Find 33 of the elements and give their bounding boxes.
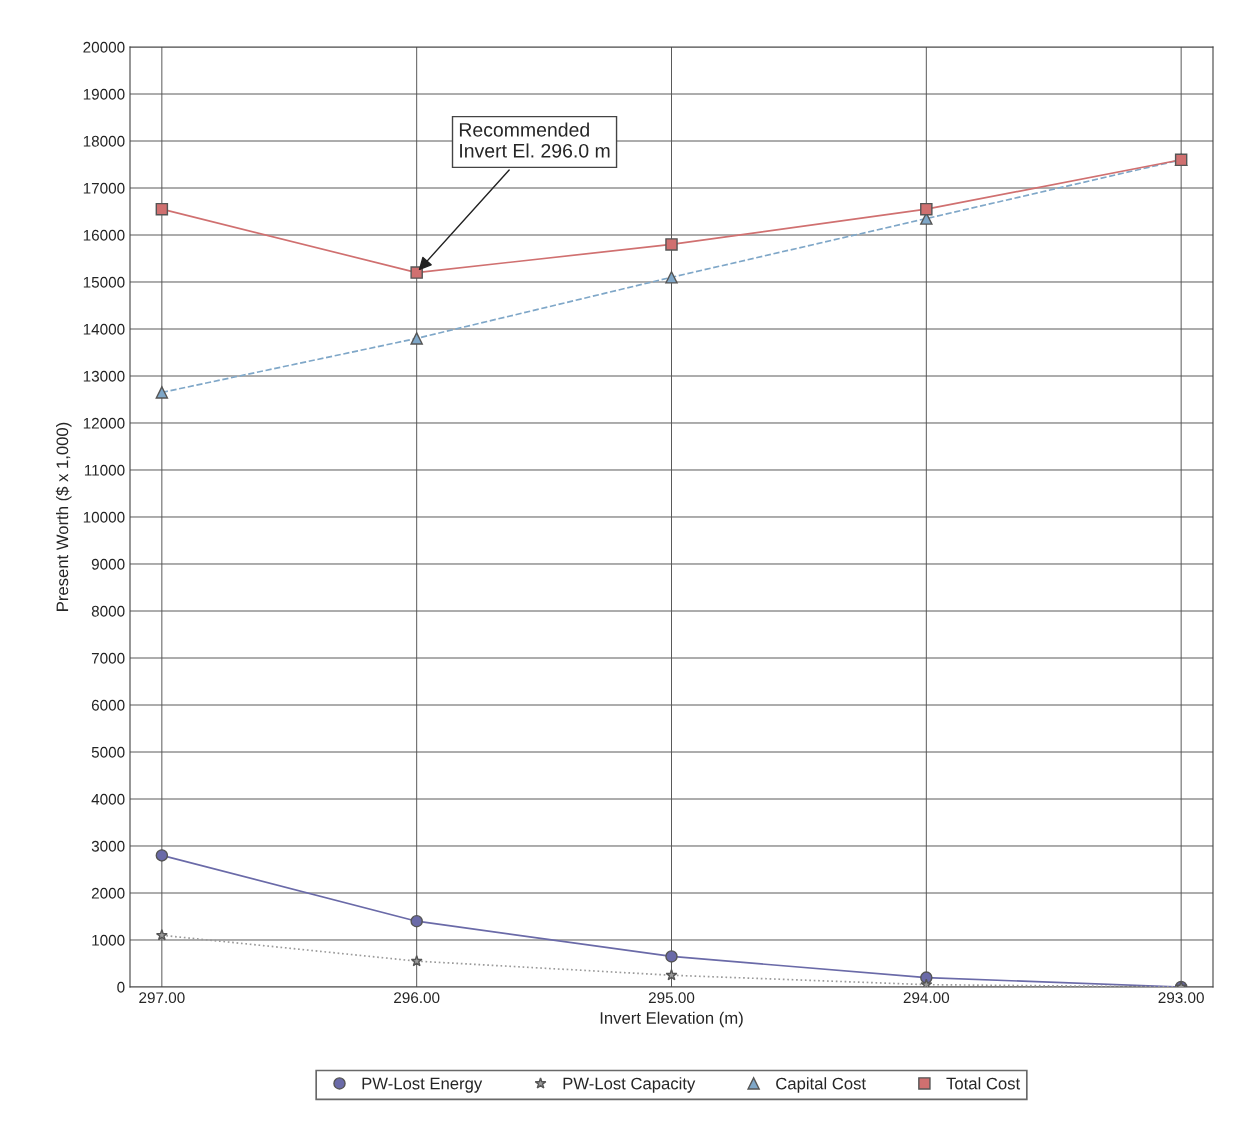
y-tick-label: 1000 — [92, 934, 125, 946]
x-tick-label: 295.00 — [648, 992, 695, 1004]
y-axis-title: Present Worth ($ x 1,000) — [55, 422, 72, 611]
y-tick-label: 19000 — [83, 88, 125, 100]
x-tick-label: 296.00 — [394, 992, 440, 1004]
annotation: Recommended Invert El. 296.0 m — [459, 122, 610, 158]
legend-label: PW-Lost Capacity — [563, 1077, 696, 1093]
x-tick-label: 297.00 — [139, 992, 185, 1004]
y-tick-label: 4000 — [91, 793, 125, 805]
y-tick-label: 2000 — [91, 887, 125, 899]
y-tick-label: 10000 — [83, 511, 125, 523]
x-tick-label: 293.00 — [1158, 992, 1204, 1004]
x-tick-label: 294.00 — [903, 992, 950, 1004]
y-tick-label: 17000 — [83, 182, 125, 194]
y-tick-label: 11000 — [84, 464, 125, 476]
y-tick-label: 9000 — [91, 558, 125, 570]
y-tick-label: 13000 — [83, 370, 125, 382]
y-tick-label: 20000 — [83, 41, 125, 53]
x-axis-title: Invert Elevation (m) — [600, 1011, 743, 1028]
y-tick-label: 16000 — [83, 229, 125, 241]
y-tick-label: 0 — [117, 981, 125, 993]
y-tick-label: 15000 — [83, 276, 125, 288]
y-tick-label: 12000 — [83, 417, 125, 429]
y-tick-label: 5000 — [91, 746, 125, 758]
legend-label: Capital Cost — [776, 1077, 866, 1093]
legend-label: Total Cost — [946, 1077, 1021, 1090]
y-tick-label: 6000 — [91, 699, 125, 711]
y-tick-label: 7000 — [91, 652, 125, 664]
legend-label: PW-Lost Energy — [362, 1077, 483, 1093]
y-tick-label: 14000 — [83, 323, 125, 335]
y-tick-label: 8000 — [91, 605, 125, 617]
y-tick-label: 18000 — [83, 135, 125, 147]
y-tick-label: 3000 — [91, 840, 125, 852]
